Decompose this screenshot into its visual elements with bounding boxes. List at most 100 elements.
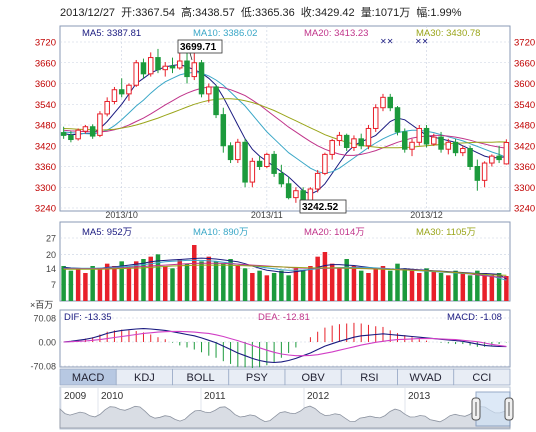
candle-body bbox=[314, 172, 321, 190]
candle-body bbox=[198, 62, 205, 95]
tab-label-wvad: WVAD bbox=[410, 372, 442, 384]
volume-bar bbox=[83, 273, 88, 301]
tab-label-cci: CCI bbox=[472, 372, 491, 384]
candle-body bbox=[351, 138, 357, 148]
volume-bar bbox=[431, 270, 437, 301]
volume-bar bbox=[475, 270, 480, 301]
volume-bar bbox=[424, 268, 429, 301]
volume-bar bbox=[148, 256, 153, 301]
candle-body bbox=[431, 136, 437, 145]
header-volume: 1071万 bbox=[375, 7, 410, 19]
volume-bar bbox=[213, 261, 219, 301]
volume-bar bbox=[68, 270, 74, 301]
ma-line-ma20 bbox=[63, 86, 507, 156]
volume-bar bbox=[264, 275, 270, 301]
macd-tick: 0.00 bbox=[38, 338, 56, 348]
price-tick-left: 3600 bbox=[35, 79, 56, 90]
header-high: 3438.57 bbox=[195, 7, 235, 19]
price-tick-right: 3480 bbox=[514, 121, 535, 132]
header-high-label: 高: bbox=[181, 5, 195, 19]
candle-body bbox=[242, 141, 248, 183]
macd-tick: 70.08 bbox=[33, 314, 56, 324]
volume-bar bbox=[496, 273, 502, 301]
volume-bar bbox=[228, 259, 233, 301]
volume-bar bbox=[322, 252, 328, 301]
candle-body bbox=[474, 166, 481, 181]
volume-bar bbox=[61, 266, 66, 301]
macd-lines bbox=[63, 328, 507, 364]
candle-body bbox=[89, 126, 96, 137]
volume-bars bbox=[61, 245, 509, 301]
legend-ma10: MA10: 3386.02 bbox=[193, 28, 257, 39]
volume-tick: 27 bbox=[46, 234, 56, 244]
legend-ma30: MA30: 3430.78 bbox=[416, 28, 480, 39]
volume-bar bbox=[257, 270, 262, 301]
tab-label-kdj: KDJ bbox=[134, 372, 155, 384]
macd-axis-labels: 70.08 0.00 -70.08 bbox=[30, 314, 56, 372]
candle-body bbox=[227, 145, 234, 161]
candle-body bbox=[423, 127, 430, 145]
header-date: 2013/12/27 bbox=[60, 7, 115, 19]
macd-legend-dif: DIF: -13.35 bbox=[64, 312, 112, 323]
price-tick-right: 3720 bbox=[514, 38, 535, 49]
candle-body bbox=[97, 113, 103, 136]
tab-cci[interactable] bbox=[453, 368, 511, 386]
candle-body bbox=[220, 114, 227, 147]
volume-bar bbox=[467, 275, 473, 301]
high-marker-label: 3699.71 bbox=[180, 42, 217, 53]
volume-bar bbox=[344, 259, 349, 301]
candle-body bbox=[206, 86, 212, 95]
volume-bar bbox=[155, 254, 161, 301]
volume-bar bbox=[221, 263, 226, 301]
candle-body bbox=[264, 153, 270, 167]
price-tick-left: 3720 bbox=[35, 38, 56, 49]
volume-bar bbox=[250, 273, 255, 301]
volume-bar bbox=[308, 266, 313, 301]
candle-body bbox=[402, 131, 408, 150]
legend-ma20: MA20: 3413.23 bbox=[304, 28, 368, 39]
price-legend: MA5: 3387.81 MA10: 3386.02 MA20: 3413.23… bbox=[82, 28, 480, 39]
volume-bar bbox=[112, 266, 117, 301]
candle-body bbox=[147, 57, 154, 75]
vol-legend-ma5: MA5: 952万 bbox=[82, 227, 132, 238]
candle-body bbox=[162, 65, 168, 71]
navigator-price-trace bbox=[59, 405, 511, 429]
volume-bar bbox=[279, 270, 284, 301]
indicator-tabs: MACD KDJ BOLL PSY OBV RSI WVAD CCI bbox=[59, 368, 511, 386]
tab-label-obv: OBV bbox=[302, 372, 326, 384]
price-panel bbox=[59, 25, 511, 212]
macd-tick: -70.08 bbox=[30, 362, 56, 372]
candle-body bbox=[416, 127, 423, 143]
header-change: 1.99% bbox=[430, 7, 461, 19]
candle-body bbox=[191, 62, 198, 78]
candle-body bbox=[460, 148, 466, 154]
volume-bar bbox=[162, 266, 168, 301]
candlesticks bbox=[60, 48, 510, 208]
volume-bar bbox=[300, 270, 306, 301]
candle-body bbox=[235, 141, 241, 161]
price-tick-left: 3420 bbox=[35, 141, 56, 152]
volume-bar bbox=[315, 256, 320, 301]
volume-tick: 20 bbox=[46, 250, 56, 260]
candle-body bbox=[445, 141, 452, 150]
candle-body bbox=[387, 96, 393, 109]
macd-gridlines bbox=[60, 317, 510, 367]
volume-bar bbox=[402, 268, 408, 301]
ma-line-ma10 bbox=[63, 71, 507, 174]
volume-bar bbox=[235, 266, 241, 301]
date-tick: 2013/12 bbox=[410, 210, 443, 220]
navigator-selection[interactable] bbox=[475, 391, 511, 427]
volume-bar bbox=[460, 273, 466, 301]
vol-legend-ma20: MA20: 1014万 bbox=[304, 227, 365, 238]
candle-body bbox=[133, 62, 139, 86]
volume-tick: 14 bbox=[46, 264, 56, 274]
price-axis-labels: 3720 3720 3660 3660 3600 3600 3540 3540 3480 3480… bbox=[35, 38, 535, 215]
volume-bar bbox=[126, 268, 132, 301]
candle-body bbox=[75, 129, 81, 140]
high-annotation: 3699.71 bbox=[177, 39, 223, 61]
tab-label-boll: BOLL bbox=[187, 372, 215, 384]
candle-body bbox=[489, 155, 495, 164]
candle-body bbox=[481, 162, 488, 181]
price-tick-right: 3540 bbox=[514, 100, 535, 111]
candle-body bbox=[336, 134, 343, 142]
